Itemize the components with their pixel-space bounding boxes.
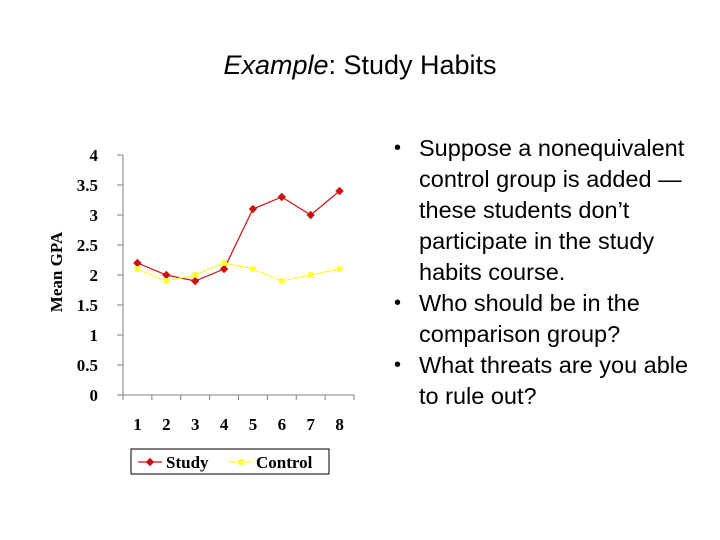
bullet-item: Suppose a nonequivalent control group is…: [392, 133, 712, 288]
slide-title: Example: Study Habits: [0, 50, 720, 81]
control-data-point: [134, 266, 141, 272]
y-tick-label: 1: [90, 326, 99, 345]
study-data-point: [219, 264, 229, 274]
control-series-line: [137, 262, 340, 282]
chart-legend: Study Control: [130, 448, 330, 475]
y-tick-label: 0: [90, 386, 99, 405]
control-data-point: [336, 266, 343, 272]
x-tick-label: 3: [191, 415, 200, 434]
legend-box: [130, 448, 330, 475]
y-tick-labels: 0 0.5 1 1.5 2 2.5 3 3.5 4: [77, 146, 99, 405]
study-data-point: [190, 276, 200, 286]
y-tick-label: 3.5: [77, 176, 98, 195]
control-data-point: [192, 272, 198, 278]
control-legend-label: Control: [256, 453, 313, 472]
control-data-point: [163, 278, 170, 284]
y-tick-label: 2.5: [77, 236, 98, 255]
y-axis-label: Mean GPA: [47, 231, 66, 312]
study-legend-marker: [145, 457, 155, 467]
series-points: [133, 186, 344, 286]
x-tick-label: 8: [335, 415, 344, 434]
bullet-item: What threats are you able to rule out?: [392, 350, 712, 412]
title-rest: : Study Habits: [328, 50, 497, 80]
control-data-point: [279, 278, 285, 284]
study-data-point: [335, 186, 344, 196]
study-data-point: [162, 270, 171, 280]
study-data-point: [277, 192, 287, 202]
x-tick-label: 4: [220, 415, 229, 434]
y-tick-label: 2: [90, 266, 99, 285]
control-data-point: [250, 266, 256, 272]
chart-axes: [117, 154, 355, 400]
control-legend-marker: [238, 459, 244, 465]
y-tick-label: 0.5: [77, 356, 98, 375]
y-tick-label: 4: [90, 146, 99, 165]
x-tick-label: 1: [133, 415, 142, 434]
control-data-point: [307, 272, 314, 278]
x-tick-label: 2: [162, 415, 171, 434]
study-series-line: [137, 190, 340, 282]
x-tick-label: 6: [278, 415, 287, 434]
x-tick-label: 7: [306, 415, 315, 434]
bullet-list: Suppose a nonequivalent control group is…: [392, 133, 712, 412]
study-data-point: [133, 258, 142, 268]
y-tick-label: 3: [90, 206, 99, 225]
y-tick-label: 1.5: [77, 296, 98, 315]
control-data-point: [221, 260, 227, 266]
x-tick-label: 5: [249, 415, 258, 434]
study-data-point: [248, 204, 258, 214]
study-data-point: [306, 210, 315, 220]
bullet-item: Who should be in the comparison group?: [392, 288, 712, 350]
series-lines: [137, 190, 340, 282]
study-legend-label: Study: [166, 453, 209, 472]
title-prefix: Example: [223, 50, 329, 80]
